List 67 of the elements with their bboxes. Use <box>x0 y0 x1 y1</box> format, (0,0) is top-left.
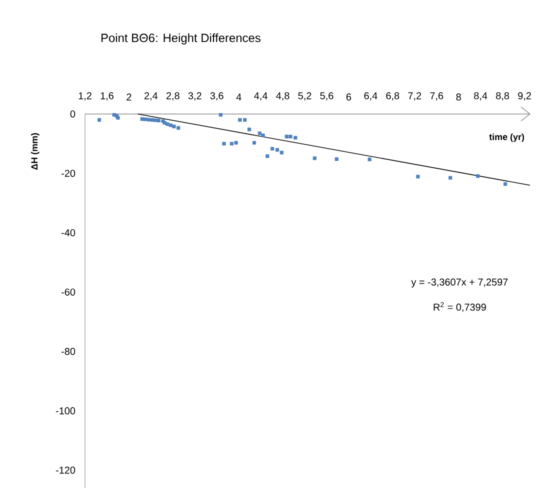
point <box>166 122 170 126</box>
y-tick-label: 0 <box>70 110 76 118</box>
point <box>334 157 338 161</box>
x-tick-label: 6,4 <box>364 92 378 100</box>
x-tick-label: 2,4 <box>144 92 158 100</box>
point <box>97 118 102 122</box>
point <box>275 148 280 152</box>
y-tick-label: -60 <box>62 288 76 296</box>
point <box>294 136 298 140</box>
x-tick-label: 6,8 <box>386 92 400 100</box>
x-tick-label: 5,6 <box>320 92 334 100</box>
point <box>261 134 265 138</box>
point <box>112 113 116 117</box>
x-tick-label: 1,6 <box>100 92 114 100</box>
annotation: y = -3,3607x + 7,2597 <box>411 278 508 288</box>
x-tick-label: 9,2 <box>518 92 531 100</box>
point <box>218 113 222 117</box>
point <box>288 134 292 138</box>
y-axis-title: ΔH (mm) <box>30 133 40 170</box>
point <box>247 128 252 132</box>
chart-title: Point BΘ6: Height Differences <box>102 33 260 44</box>
x-axis-title: time (yr) <box>489 134 524 142</box>
point <box>144 118 148 122</box>
point <box>222 142 226 146</box>
point <box>448 176 452 180</box>
point <box>243 118 247 122</box>
x-tick-label: 8,8 <box>496 92 510 100</box>
x-tick-label: 4 <box>236 94 242 100</box>
point <box>503 182 508 186</box>
y-tick-label: -120 <box>56 466 76 474</box>
point <box>176 126 180 130</box>
point <box>368 158 372 162</box>
point <box>280 150 284 154</box>
point <box>416 174 420 178</box>
x-tick-label: 3,6 <box>210 92 224 100</box>
point <box>234 140 238 145</box>
x-tick-label: 1,2 <box>78 92 92 100</box>
point <box>146 118 151 122</box>
point <box>266 154 270 158</box>
point <box>238 118 242 122</box>
x-tick-label: 7,2 <box>408 92 422 100</box>
x-tick-label: 6 <box>346 93 352 100</box>
point <box>258 131 262 136</box>
point <box>172 124 176 128</box>
y-tick-label: -100 <box>56 407 76 414</box>
x-tick-label: 2 <box>126 94 132 100</box>
point <box>156 118 160 122</box>
x-tick-label: 3,2 <box>188 92 202 100</box>
y-tick-label: -20 <box>62 170 76 177</box>
point <box>270 146 274 151</box>
annotation: R$^{2}$ = 0,7399 <box>434 302 486 312</box>
y-tick-label: -80 <box>62 348 76 355</box>
x-tick-label: 8,4 <box>474 92 488 100</box>
x-tick-label: 7,6 <box>430 92 444 100</box>
x-tick-label: 5,2 <box>298 92 312 100</box>
point <box>230 142 234 146</box>
point <box>150 118 154 122</box>
point <box>312 156 316 160</box>
point <box>476 174 480 178</box>
point <box>140 117 144 121</box>
x-tick-label: 4,4 <box>254 92 268 100</box>
point <box>252 140 256 145</box>
y-tick-label: -40 <box>62 229 76 236</box>
x-tick-label: 8 <box>456 93 461 100</box>
point <box>284 134 288 138</box>
x-tick-label: 2,8 <box>166 92 180 100</box>
x-tick-label: 4,8 <box>276 92 290 100</box>
